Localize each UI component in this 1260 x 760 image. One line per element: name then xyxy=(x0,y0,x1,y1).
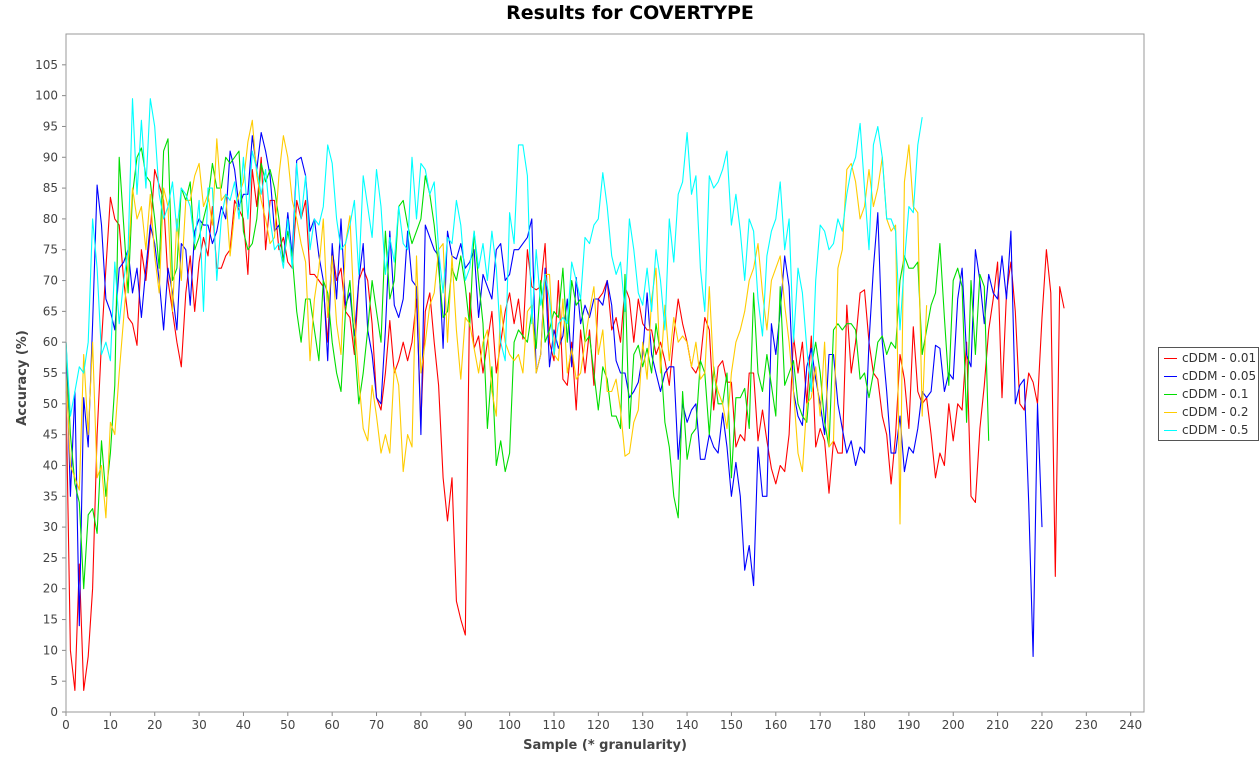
x-tick-label: 180 xyxy=(853,718,876,732)
x-tick-label: 130 xyxy=(631,718,654,732)
x-tick-label: 90 xyxy=(458,718,473,732)
legend-swatch xyxy=(1164,411,1177,413)
legend-item: cDDM - 0.05 xyxy=(1159,367,1258,385)
y-tick-label: 15 xyxy=(43,613,58,627)
legend-label: cDDM - 0.2 xyxy=(1182,405,1249,419)
x-tick-label: 10 xyxy=(103,718,118,732)
x-tick-label: 100 xyxy=(498,718,521,732)
x-tick-label: 240 xyxy=(1119,718,1142,732)
x-tick-label: 210 xyxy=(986,718,1009,732)
y-axis-ticks: 0 5 10 15 20 25 30 35 40 45 50 55 60 65 70 75 80 85 90 95 10… xyxy=(35,58,66,719)
legend: cDDM - 0.01 cDDM - 0.05 cDDM - 0.1 cDDM - 0… xyxy=(1158,347,1259,441)
y-tick-label: 70 xyxy=(43,274,58,288)
legend-swatch xyxy=(1164,393,1177,395)
y-tick-label: 55 xyxy=(43,366,58,380)
series-line-2 xyxy=(65,138,990,590)
x-tick-label: 150 xyxy=(720,718,743,732)
x-tick-label: 80 xyxy=(413,718,428,732)
x-tick-label: 70 xyxy=(369,718,384,732)
y-tick-label: 35 xyxy=(43,489,58,503)
y-tick-label: 85 xyxy=(43,181,58,195)
y-tick-label: 30 xyxy=(43,520,58,534)
chart-title: Results for COVERTYPE xyxy=(506,2,754,24)
y-axis-title: Accuracy (%) xyxy=(15,330,30,426)
y-tick-label: 45 xyxy=(43,428,58,442)
y-tick-label: 95 xyxy=(43,119,58,133)
y-tick-label: 10 xyxy=(43,643,58,657)
y-tick-label: 50 xyxy=(43,397,58,411)
legend-item: cDDM - 0.01 xyxy=(1159,349,1258,367)
x-tick-label: 200 xyxy=(942,718,965,732)
legend-label: cDDM - 0.5 xyxy=(1182,423,1249,437)
y-tick-label: 20 xyxy=(43,582,58,596)
x-tick-label: 30 xyxy=(191,718,206,732)
series-lines xyxy=(65,98,1065,691)
legend-label: cDDM - 0.05 xyxy=(1182,369,1257,383)
y-tick-label: 90 xyxy=(43,150,58,164)
series-line-1 xyxy=(65,132,1043,658)
y-tick-label: 0 xyxy=(50,705,58,719)
y-tick-label: 75 xyxy=(43,243,58,257)
series-line-4 xyxy=(65,98,923,417)
x-tick-label: 60 xyxy=(325,718,340,732)
series-line-3 xyxy=(65,119,928,525)
y-tick-label: 100 xyxy=(35,89,58,103)
x-tick-label: 140 xyxy=(676,718,699,732)
legend-label: cDDM - 0.1 xyxy=(1182,387,1249,401)
x-tick-label: 40 xyxy=(236,718,251,732)
x-tick-label: 110 xyxy=(543,718,566,732)
y-tick-label: 5 xyxy=(50,674,58,688)
legend-label: cDDM - 0.01 xyxy=(1182,351,1257,365)
x-tick-label: 0 xyxy=(62,718,70,732)
legend-item: cDDM - 0.5 xyxy=(1159,421,1258,439)
y-tick-label: 25 xyxy=(43,551,58,565)
x-tick-label: 220 xyxy=(1031,718,1054,732)
legend-item: cDDM - 0.2 xyxy=(1159,403,1258,421)
y-tick-label: 105 xyxy=(35,58,58,72)
x-tick-label: 190 xyxy=(897,718,920,732)
y-tick-label: 60 xyxy=(43,335,58,349)
x-tick-label: 120 xyxy=(587,718,610,732)
x-axis-ticks: 0 10 20 30 40 50 60 70 80 90 100 110 120 130 140 150 160… xyxy=(62,712,1142,732)
y-tick-label: 80 xyxy=(43,212,58,226)
legend-swatch xyxy=(1164,375,1177,377)
plot-area-frame xyxy=(65,33,1145,713)
x-tick-label: 170 xyxy=(809,718,832,732)
legend-item: cDDM - 0.1 xyxy=(1159,385,1258,403)
x-axis-title: Sample (* granularity) xyxy=(523,738,687,753)
series-line-0 xyxy=(65,156,1065,691)
y-tick-label: 65 xyxy=(43,304,58,318)
x-tick-label: 50 xyxy=(280,718,295,732)
legend-swatch xyxy=(1164,357,1177,359)
x-tick-label: 160 xyxy=(764,718,787,732)
y-tick-label: 40 xyxy=(43,458,58,472)
x-tick-label: 20 xyxy=(147,718,162,732)
legend-swatch xyxy=(1164,429,1177,431)
x-tick-label: 230 xyxy=(1075,718,1098,732)
